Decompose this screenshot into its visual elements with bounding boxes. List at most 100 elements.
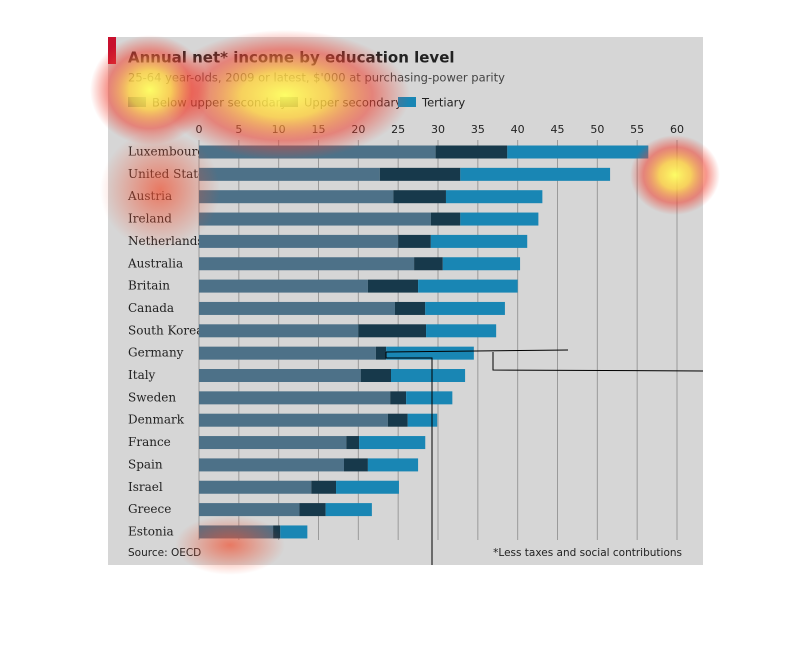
legend-label: Tertiary (421, 96, 465, 110)
bar-segment (280, 525, 308, 539)
bar-segment (336, 480, 399, 494)
bar-segment (199, 503, 300, 517)
y-tick-label: Sweden (128, 390, 176, 404)
bar-segment (375, 346, 387, 360)
y-tick-label: Ireland (128, 212, 172, 226)
y-tick-label: Britain (128, 279, 170, 293)
y-tick-label: Austria (127, 189, 172, 203)
x-tick-label: 20 (351, 123, 365, 136)
x-tick-label: 5 (235, 123, 242, 136)
x-tick-label: 45 (551, 123, 565, 136)
bar-segment (199, 279, 368, 293)
bar-segment (406, 391, 453, 405)
bar-segment (407, 413, 438, 427)
bar-segment (387, 413, 408, 427)
bar-segment (359, 436, 426, 450)
x-tick-label: 10 (272, 123, 286, 136)
bar-segment (199, 525, 274, 539)
x-tick-label: 0 (196, 123, 203, 136)
gaze-line (385, 349, 569, 353)
x-tick-label: 40 (511, 123, 525, 136)
bar-segment (199, 145, 436, 159)
y-tick-label: Denmark (128, 413, 185, 427)
bar-segment (273, 525, 281, 539)
bar-segment (346, 436, 360, 450)
x-tick-label: 50 (590, 123, 604, 136)
bar-segment (435, 145, 508, 159)
bar-segment (367, 458, 419, 472)
legend-swatch (128, 97, 146, 107)
panel (108, 37, 703, 565)
bar-segment (390, 369, 466, 382)
bar-segment (311, 480, 337, 494)
chart-title: Annual net* income by education level (128, 49, 455, 67)
bar-segment (442, 257, 521, 271)
bar-segment (199, 190, 394, 204)
y-tick-label: France (128, 435, 171, 449)
bar-segment (460, 167, 611, 181)
legend-swatch (398, 97, 416, 107)
bar-segment (199, 458, 344, 472)
y-tick-label: South Korea (128, 323, 203, 337)
bar-segment (360, 369, 391, 382)
y-tick-label: Australia (127, 256, 183, 270)
bar-segment (394, 301, 426, 315)
y-tick-label: Germany (128, 346, 184, 360)
bar-segment (379, 167, 461, 181)
bar-segment (390, 391, 407, 405)
legend-swatch (280, 97, 298, 107)
x-tick-label: 35 (471, 123, 485, 136)
bar-segment (199, 167, 380, 181)
gaze-line (492, 352, 704, 372)
footnote: *Less taxes and social contributions (493, 547, 682, 559)
x-tick-label: 60 (670, 123, 684, 136)
gaze-path (385, 349, 704, 565)
x-tick-label: 55 (630, 123, 644, 136)
y-tick-label: Italy (128, 368, 156, 382)
legend-label: Upper secondary (304, 96, 402, 110)
source: Source: OECD (128, 547, 201, 559)
y-tick-label: Greece (128, 502, 171, 516)
bar-segment (199, 324, 359, 338)
bar-segment (343, 458, 368, 472)
bar-segment (199, 301, 395, 315)
bar-segment (418, 279, 518, 293)
bar-segment (325, 503, 372, 517)
y-tick-label: Israel (128, 480, 163, 494)
bar-segment (445, 190, 543, 204)
y-tick-label: Netherlands (128, 234, 204, 248)
bar-segment (460, 212, 539, 226)
bar-segment (199, 436, 347, 450)
bar-segment (358, 324, 427, 338)
bar-segment (199, 212, 431, 226)
y-tick-label: Luxembourg (128, 145, 205, 159)
x-tick-label: 30 (431, 123, 445, 136)
accent (108, 37, 116, 64)
x-tick-label: 15 (312, 123, 326, 136)
y-tick-label: United States (128, 167, 211, 181)
bar-segment (199, 257, 415, 271)
bar-segment (199, 413, 388, 427)
bar-segment (414, 257, 443, 271)
bar-segment (507, 145, 649, 159)
bar-segment (393, 190, 446, 204)
y-tick-label: Canada (128, 301, 174, 315)
y-tick-label: Estonia (128, 524, 174, 538)
bar-segment (425, 301, 505, 315)
bar-segment (426, 324, 497, 338)
bar-segment (199, 369, 361, 382)
gaze-line (385, 352, 433, 565)
chart-subtitle: 25-64 year-olds, 2009 or latest, $'000 a… (128, 71, 505, 85)
bar-segment (367, 279, 419, 293)
bar-segment (199, 391, 391, 405)
x-tick-label: 25 (391, 123, 405, 136)
bar-segment (386, 346, 474, 360)
bar-segment (430, 212, 461, 226)
legend-label: Below upper secondary (152, 96, 287, 110)
bar-segment (199, 480, 312, 494)
bar-segment (299, 503, 326, 517)
bar-segment (199, 346, 376, 360)
bar-segment (199, 234, 399, 248)
